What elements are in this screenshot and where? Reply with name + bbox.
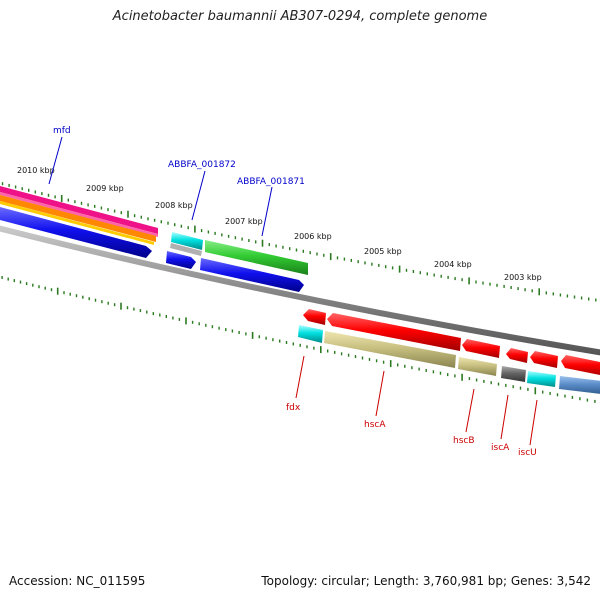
gene-label-hscb[interactable]: hscB [453, 436, 475, 446]
gene-label-abbfa-001871[interactable]: ABBFA_001871 [237, 177, 305, 187]
gene-label-fdx[interactable]: fdx [286, 403, 301, 413]
gene-arrow-olive-hsca[interactable] [324, 331, 456, 368]
label-leader-line [48, 136, 63, 185]
gene-arrow-blue-mfd[interactable] [0, 207, 152, 258]
magenta-feature-band [0, 186, 158, 234]
label-leader-line [465, 388, 475, 433]
label-leader-line [500, 394, 509, 440]
gene-label-iscu[interactable]: iscU [518, 448, 537, 458]
genome-summary-text: Topology: circular; Length: 3,760,981 bp… [261, 574, 591, 588]
gene-arrow-red-iscu[interactable] [530, 351, 558, 368]
gene-arrow-cyan-abbfa-001872[interactable] [171, 232, 203, 250]
label-leader-line [375, 370, 385, 417]
orange-feature-band [0, 195, 156, 242]
gene-arrow-olive-hscb[interactable] [458, 357, 497, 376]
gene-arrow-gray-isca[interactable] [501, 366, 526, 382]
kbp-label: 2010 kbp [17, 166, 55, 175]
gene-arrow-red-hscb[interactable] [462, 339, 500, 358]
kbp-label: 2007 kbp [225, 217, 263, 226]
gene-arrow-blue-1[interactable] [166, 251, 196, 269]
gene-label-mfd[interactable]: mfd [53, 126, 71, 136]
yellow-feature-band [0, 201, 154, 245]
gene-arrow-red-right[interactable] [561, 355, 600, 377]
reverse-strand-genes [298, 309, 600, 395]
map-title: Acinetobacter baumannii AB307-0294, comp… [112, 9, 488, 24]
inner-tick-marks [1, 276, 596, 403]
label-leader-line [295, 355, 305, 399]
forward-strand-genes [0, 207, 308, 292]
gene-arrow-gray-small[interactable] [170, 243, 202, 256]
pink-feature-band [0, 192, 158, 237]
reverse-gene-labels: fdx hscA hscB iscA iscU [286, 355, 538, 458]
outer-tick-marks [1, 182, 597, 302]
gene-arrow-cyan-iscu[interactable] [527, 371, 556, 387]
gene-label-isca[interactable]: iscA [491, 443, 510, 453]
label-leader-line [261, 186, 273, 237]
gene-arrow-red-hsca[interactable] [327, 313, 461, 351]
kbp-label: 2009 kbp [86, 184, 124, 193]
gene-arrow-cyan-fdx[interactable] [298, 325, 323, 343]
kbp-label: 2005 kbp [364, 247, 402, 256]
gene-arrow-red-isca[interactable] [506, 348, 528, 363]
gene-arrow-steel-right[interactable] [559, 376, 600, 395]
kbp-label: 2006 kbp [294, 232, 332, 241]
kbp-labels: 2010 kbp 2009 kbp 2008 kbp 2007 kbp 2006… [17, 166, 542, 282]
gene-label-abbfa-001872[interactable]: ABBFA_001872 [168, 160, 236, 170]
gene-arrow-green-abbfa-001871[interactable] [205, 240, 308, 275]
left-feature-bands [0, 186, 158, 245]
kbp-label: 2004 kbp [434, 260, 472, 269]
kbp-label: 2008 kbp [155, 201, 193, 210]
genome-backbone [0, 225, 600, 356]
forward-gene-labels: mfd ABBFA_001872 ABBFA_001871 [48, 126, 305, 237]
gene-arrow-blue-2[interactable] [200, 258, 304, 292]
label-leader-line [191, 170, 206, 221]
gene-arrow-red-fdx-upper[interactable] [303, 309, 326, 325]
label-leader-line [529, 399, 538, 446]
accession-text: Accession: NC_011595 [9, 574, 146, 588]
gene-label-hsca[interactable]: hscA [364, 420, 386, 430]
kbp-label: 2003 kbp [504, 273, 542, 282]
